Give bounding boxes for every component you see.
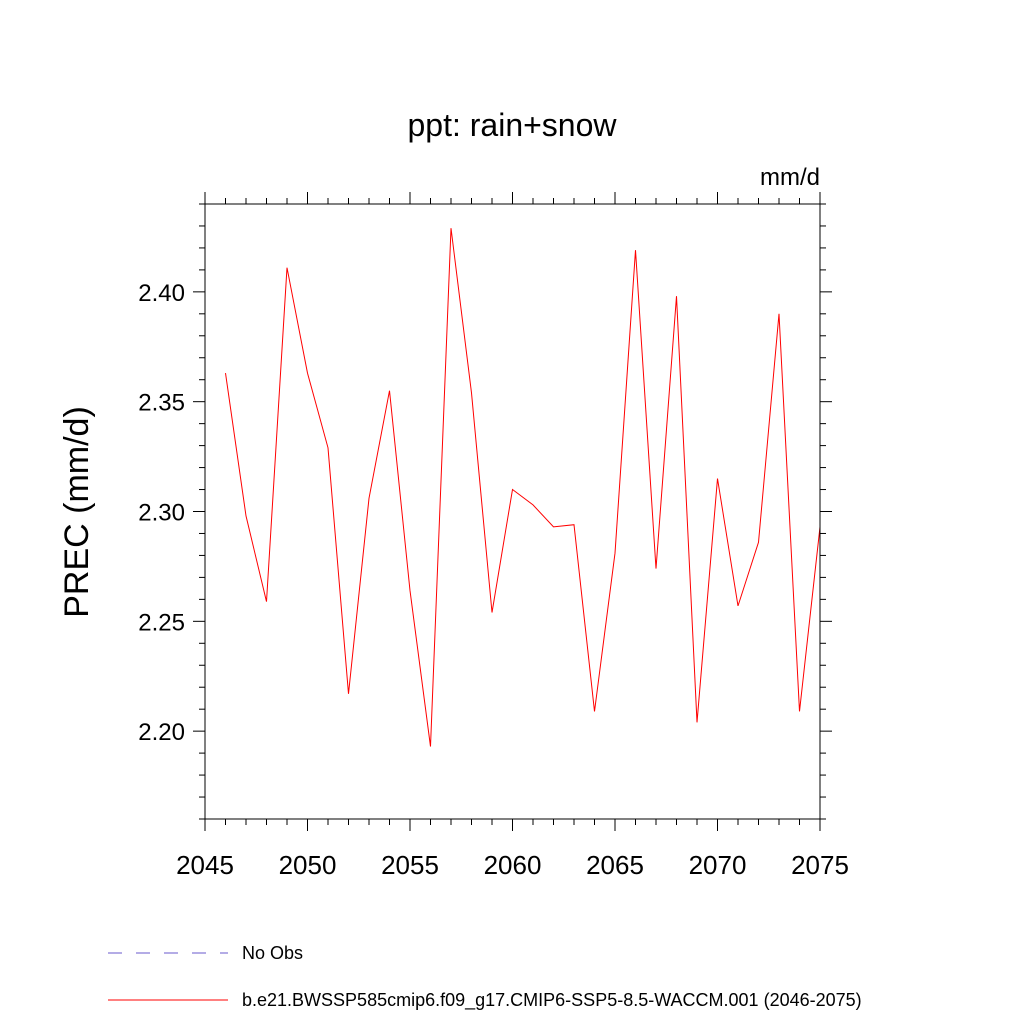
y-tick-label: 2.40 [138, 280, 185, 307]
legend-label-no-obs: No Obs [242, 943, 303, 963]
legend-label-series: b.e21.BWSSP585cmip6.f09_g17.CMIP6-SSP5-8… [242, 990, 862, 1011]
units-label: mm/d [760, 164, 820, 191]
series-line [225, 228, 821, 747]
y-tick-label: 2.25 [138, 609, 185, 636]
x-tick-label: 2070 [689, 850, 747, 880]
x-tick-label: 2055 [381, 850, 439, 880]
x-tick-label: 2065 [586, 850, 644, 880]
x-tick-label: 2050 [279, 850, 337, 880]
y-axis-label: PREC (mm/d) [58, 406, 96, 618]
plot-frame [204, 203, 821, 820]
x-tick-label: 2075 [791, 850, 849, 880]
y-tick-label: 2.20 [138, 719, 185, 746]
legend: No Obs b.e21.BWSSP585cmip6.f09_g17.CMIP6… [108, 943, 862, 1011]
x-tick-label: 2060 [484, 850, 542, 880]
series-group [225, 228, 821, 747]
axis-ticks [193, 192, 832, 831]
axis-tick-labels: 2045 2050 2055 2060 2065 2070 2075 2.20 2.25 2.30… [138, 280, 849, 880]
chart-title: ppt: rain+snow [407, 107, 617, 143]
x-tick-label: 2045 [176, 850, 234, 880]
y-tick-label: 2.30 [138, 500, 185, 527]
y-tick-label: 2.35 [138, 390, 185, 417]
